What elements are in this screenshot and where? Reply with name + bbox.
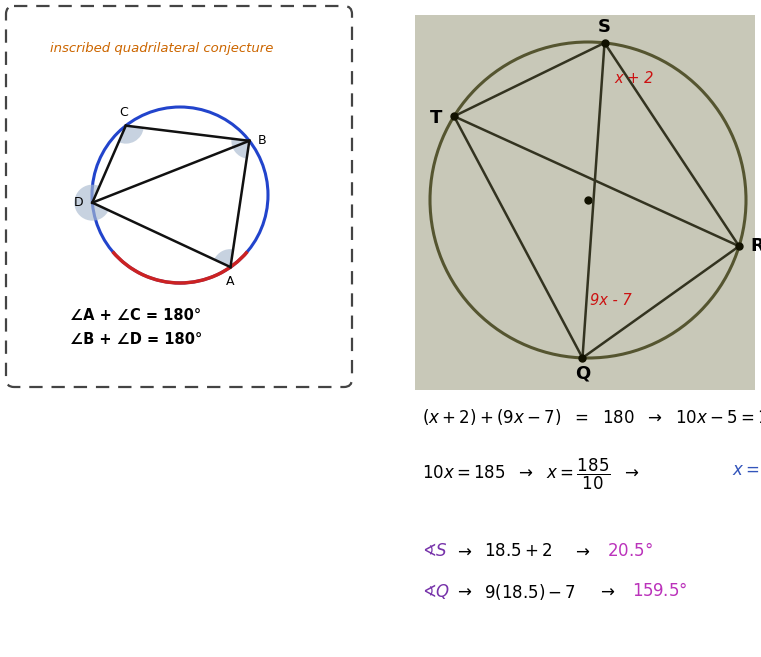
Text: D: D xyxy=(74,196,83,209)
Text: T: T xyxy=(430,109,442,127)
Text: $\rightarrow$: $\rightarrow$ xyxy=(597,582,616,600)
Wedge shape xyxy=(231,139,250,158)
Text: $x=18.5$: $x=18.5$ xyxy=(732,461,761,479)
Text: $20.5°$: $20.5°$ xyxy=(607,542,653,560)
FancyBboxPatch shape xyxy=(6,6,352,387)
Text: 9x - 7: 9x - 7 xyxy=(591,293,632,308)
Text: R: R xyxy=(750,237,761,255)
Text: inscribed quadrilateral conjecture: inscribed quadrilateral conjecture xyxy=(50,42,273,55)
Text: ∠B + ∠D = 180°: ∠B + ∠D = 180° xyxy=(70,332,202,347)
Bar xyxy=(415,15,755,390)
Text: $18.5+2$: $18.5+2$ xyxy=(484,542,552,560)
Text: B: B xyxy=(258,134,266,147)
Text: $\rightarrow$: $\rightarrow$ xyxy=(454,542,473,560)
Text: $10x=185$  $\rightarrow$  $x=\dfrac{185}{10}$  $\rightarrow$: $10x=185$ $\rightarrow$ $x=\dfrac{185}{1… xyxy=(422,457,640,492)
Text: $\rightarrow$: $\rightarrow$ xyxy=(454,582,473,600)
Text: $(x+2)+(9x-7)$  $=$  $180$  $\rightarrow$  $10x-5=180$: $(x+2)+(9x-7)$ $=$ $180$ $\rightarrow$ $… xyxy=(422,407,761,427)
Text: $9(18.5)-7$: $9(18.5)-7$ xyxy=(484,582,576,602)
Wedge shape xyxy=(119,125,144,144)
Wedge shape xyxy=(75,185,109,221)
Text: $\sphericalangle S$: $\sphericalangle S$ xyxy=(422,542,448,560)
Text: $\rightarrow$: $\rightarrow$ xyxy=(572,542,591,560)
Text: Q: Q xyxy=(575,365,590,383)
Text: $159.5°$: $159.5°$ xyxy=(632,582,687,600)
Text: x + 2: x + 2 xyxy=(615,71,654,86)
Text: ∠A + ∠C = 180°: ∠A + ∠C = 180° xyxy=(70,308,201,323)
Text: $\sphericalangle Q$: $\sphericalangle Q$ xyxy=(422,582,451,601)
Text: A: A xyxy=(226,275,234,288)
Wedge shape xyxy=(214,249,233,267)
Text: C: C xyxy=(119,106,128,119)
Text: S: S xyxy=(598,18,611,36)
